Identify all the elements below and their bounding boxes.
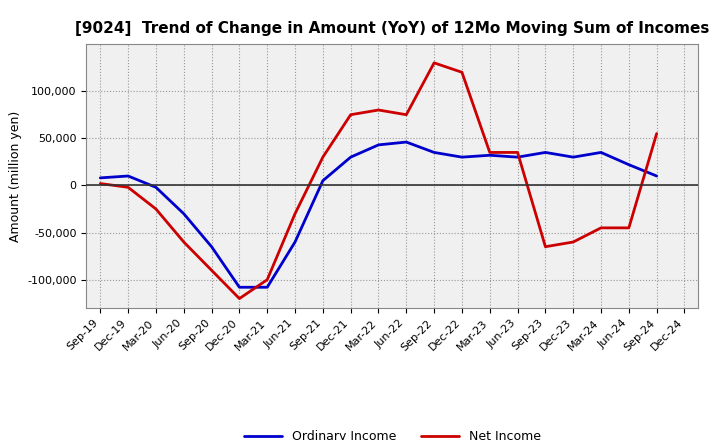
Net Income	[430, 60, 438, 66]
Net Income	[597, 225, 606, 231]
Ordinary Income	[124, 173, 132, 179]
Ordinary Income	[485, 153, 494, 158]
Ordinary Income	[402, 139, 410, 145]
Ordinary Income	[152, 185, 161, 190]
Line: Ordinary Income: Ordinary Income	[100, 142, 657, 287]
Net Income	[458, 70, 467, 75]
Net Income	[207, 268, 216, 273]
Ordinary Income	[291, 239, 300, 245]
Ordinary Income	[597, 150, 606, 155]
Net Income	[96, 181, 104, 186]
Ordinary Income	[541, 150, 550, 155]
Net Income	[235, 296, 243, 301]
Net Income	[318, 154, 327, 160]
Net Income	[152, 206, 161, 212]
Net Income	[541, 244, 550, 249]
Net Income	[513, 150, 522, 155]
Net Income	[402, 112, 410, 117]
Net Income	[346, 112, 355, 117]
Net Income	[179, 239, 188, 245]
Legend: Ordinary Income, Net Income: Ordinary Income, Net Income	[239, 425, 546, 440]
Line: Net Income: Net Income	[100, 63, 657, 299]
Net Income	[263, 277, 271, 282]
Net Income	[485, 150, 494, 155]
Net Income	[291, 211, 300, 216]
Ordinary Income	[513, 154, 522, 160]
Ordinary Income	[458, 154, 467, 160]
Ordinary Income	[430, 150, 438, 155]
Ordinary Income	[207, 244, 216, 249]
Net Income	[624, 225, 633, 231]
Ordinary Income	[96, 175, 104, 180]
Ordinary Income	[346, 154, 355, 160]
Net Income	[652, 131, 661, 136]
Title: [9024]  Trend of Change in Amount (YoY) of 12Mo Moving Sum of Incomes: [9024] Trend of Change in Amount (YoY) o…	[75, 21, 710, 36]
Ordinary Income	[263, 285, 271, 290]
Ordinary Income	[318, 178, 327, 183]
Ordinary Income	[374, 142, 383, 147]
Ordinary Income	[569, 154, 577, 160]
Net Income	[124, 185, 132, 190]
Ordinary Income	[652, 173, 661, 179]
Net Income	[569, 239, 577, 245]
Ordinary Income	[235, 285, 243, 290]
Ordinary Income	[624, 162, 633, 167]
Net Income	[374, 107, 383, 113]
Ordinary Income	[179, 211, 188, 216]
Y-axis label: Amount (million yen): Amount (million yen)	[9, 110, 22, 242]
